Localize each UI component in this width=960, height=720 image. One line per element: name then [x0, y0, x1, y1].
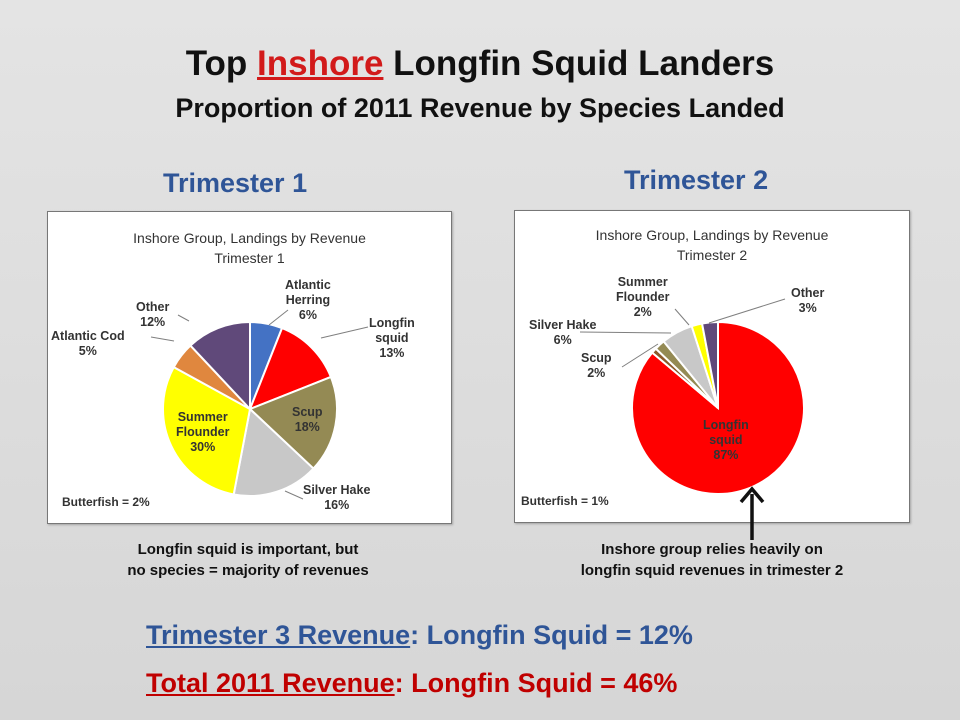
caption-1-line2: no species = majority of revenues [127, 562, 369, 579]
chart-2-leader-line-1 [579, 331, 672, 334]
label-longfin-squid-2-name: Longfin squid [703, 418, 749, 447]
label-atlantic-cod-name: Atlantic Cod [51, 329, 125, 343]
trimester-3-revenue-label: Trimester 3 Revenue [146, 620, 411, 650]
caption-2-line1: Inshore group relies heavily on [601, 541, 823, 558]
label-other-1-name: Other [136, 300, 170, 314]
total-revenue-value: : Longfin Squid = 46% [394, 668, 678, 698]
label-silver-hake-1: Silver Hake 16% [303, 483, 370, 513]
chart-2-leader-line-0 [621, 343, 659, 368]
chart-2-title: Inshore Group, Landings by Revenue Trime… [515, 225, 909, 265]
total-revenue-label: Total 2011 Revenue [146, 668, 395, 698]
label-other-1-value: 12% [140, 315, 166, 329]
title-highlight: Inshore [257, 44, 384, 83]
trimester-3-revenue-line: Trimester 3 Revenue: Longfin Squid = 12% [146, 620, 693, 651]
chart-1-leader-line-3 [177, 314, 190, 322]
chart-2-leader-line-2 [674, 308, 690, 326]
arrow-head [739, 486, 765, 504]
label-silver-hake-2-value: 6% [553, 333, 572, 347]
label-summer-flounder-2: Summer Flounder 2% [616, 275, 669, 320]
pie-chart-1 [150, 309, 369, 500]
up-arrow-icon [739, 486, 765, 540]
label-silver-hake-1-name: Silver Hake [303, 483, 371, 497]
chart-2-slice-longfin-squid [631, 320, 805, 495]
total-revenue-line: Total 2011 Revenue: Longfin Squid = 46% [146, 668, 677, 699]
trimester-1-chart: Inshore Group, Landings by Revenue Trime… [47, 211, 452, 524]
label-scup-2-value: 2% [587, 366, 606, 380]
label-summer-flounder-2-name: Summer Flounder [616, 275, 670, 304]
chart-2-title-line2: Trimester 2 [676, 247, 748, 263]
label-summer-flounder-2-value: 2% [633, 305, 652, 319]
label-scup-2-name: Scup [581, 351, 612, 365]
trimester-2-heading: Trimester 2 [624, 165, 769, 195]
label-other-2: Other 3% [791, 286, 824, 316]
chart-1-slice-summer-flounder [162, 365, 252, 496]
label-atlantic-cod-value: 5% [78, 344, 97, 358]
chart-1-title-line2: Trimester 1 [214, 250, 285, 266]
chart-1-leader-line-0 [268, 309, 289, 326]
label-other-2-name: Other [791, 286, 825, 300]
chart-2-footnote: Butterfish = 1% [521, 494, 609, 508]
label-scup-1-name: Scup [292, 405, 323, 419]
title-pre: Top [185, 44, 258, 83]
chart-1-title: Inshore Group, Landings by Revenue Trime… [48, 228, 451, 268]
label-scup-1-value: 18% [294, 420, 320, 434]
chart-1-slice-silver-hake [232, 407, 315, 497]
label-scup-2: Scup 2% [581, 351, 612, 381]
chart-1-slice-scup [248, 375, 338, 470]
label-atlantic-herring: Atlantic Herring 6% [285, 278, 331, 323]
label-atlantic-cod: Atlantic Cod 5% [51, 329, 125, 359]
label-summer-flounder-1-name: Summer Flounder [176, 410, 230, 439]
label-longfin-squid-2-value: 87% [713, 448, 739, 462]
label-longfin-squid-2: Longfin squid 87% [703, 418, 749, 463]
label-atlantic-herring-name: Atlantic Herring [285, 278, 331, 307]
caption-trimester-1: Longfin squid is important, but no speci… [48, 539, 448, 581]
label-scup-1: Scup 18% [292, 405, 323, 435]
label-summer-flounder-1: Summer Flounder 30% [176, 410, 229, 455]
slide-title: Top Inshore Longfin Squid Landers [0, 44, 960, 84]
chart-1-leader-line-4 [284, 490, 304, 500]
label-summer-flounder-1-value: 30% [190, 440, 216, 454]
trimester-2-chart: Inshore Group, Landings by Revenue Trime… [514, 210, 910, 523]
trimester-1-heading: Trimester 1 [163, 168, 308, 198]
caption-1-line1: Longfin squid is important, but [137, 541, 359, 558]
caption-2-line2: longfin squid revenues in trimester 2 [580, 562, 844, 579]
chart-1-leader-line-2 [150, 336, 175, 342]
label-longfin-squid-1: Longfin squid 13% [369, 316, 415, 361]
label-other-2-value: 3% [798, 301, 817, 315]
label-silver-hake-2-name: Silver Hake [529, 318, 597, 332]
chart-1-slice-longfin-squid [248, 326, 333, 411]
label-silver-hake-1-value: 16% [324, 498, 350, 512]
chart-1-leader-line-1 [320, 326, 369, 339]
label-longfin-squid-1-name: Longfin squid [369, 316, 415, 345]
label-other-1: Other 12% [136, 300, 169, 330]
chart-2-leader-line-3 [708, 298, 786, 324]
title-post: Longfin Squid Landers [383, 44, 775, 83]
chart-1-slice-other [189, 320, 251, 412]
label-atlantic-herring-value: 6% [298, 308, 317, 322]
chart-1-title-line1: Inshore Group, Landings by Revenue [133, 230, 366, 246]
chart-1-footnote: Butterfish = 2% [62, 495, 150, 509]
slide-subtitle: Proportion of 2011 Revenue by Species La… [175, 93, 785, 123]
label-longfin-squid-1-value: 13% [379, 346, 405, 360]
trimester-3-revenue-value: : Longfin Squid = 12% [410, 620, 693, 650]
pie-chart-2 [579, 298, 805, 495]
caption-trimester-2: Inshore group relies heavily on longfin … [512, 539, 912, 581]
chart-2-title-line1: Inshore Group, Landings by Revenue [595, 227, 829, 243]
label-silver-hake-2: Silver Hake 6% [529, 318, 596, 348]
